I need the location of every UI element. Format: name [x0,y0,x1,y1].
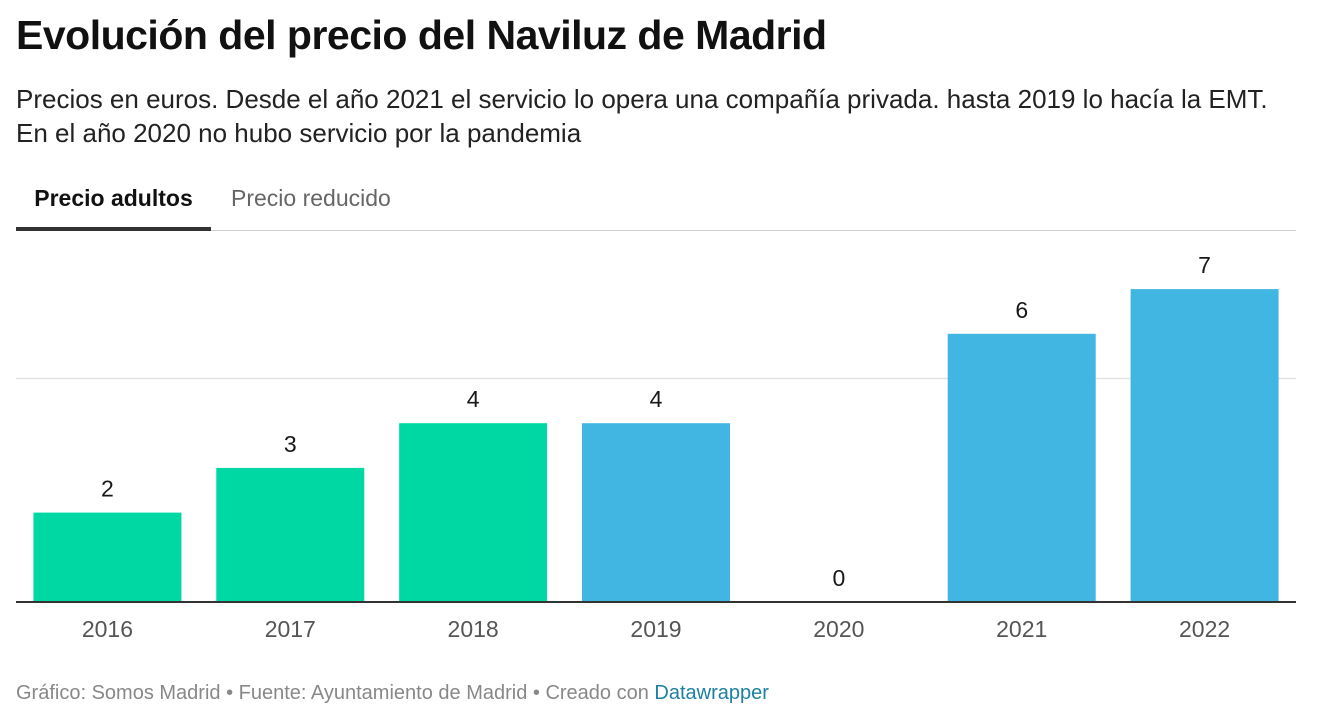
tab-precio-reducido[interactable]: Precio reducido [231,185,391,211]
bar-chart: 2 2016 3 2017 4 2018 4 2019 0 2020 6 2021 7 2022 [16,252,1296,642]
bar-2016[interactable] [33,512,182,602]
bar-2017[interactable] [216,467,365,602]
x-tick-2017: 2017 [265,616,316,642]
chart-subtitle: Precios en euros. Desde el año 2021 el s… [16,84,1268,148]
tab-bar: Precio adultos Precio reducido [16,180,1296,231]
data-label-2018: 4 [467,386,480,412]
x-tick-2018: 2018 [448,616,499,642]
data-label-2019: 4 [650,386,663,412]
tab-precio-adultos[interactable]: Precio adultos [16,180,211,231]
bar-2019[interactable] [582,423,730,602]
x-tick-2019: 2019 [630,616,681,642]
data-label-2022: 7 [1198,252,1211,278]
bar-2022[interactable] [1130,289,1279,602]
footer: Gráfico: Somos Madrid • Fuente: Ayuntami… [16,682,769,705]
bar-2018[interactable] [399,423,548,602]
x-tick-2021: 2021 [996,616,1047,642]
data-label-2021: 6 [1015,297,1028,323]
data-label-2016: 2 [101,476,114,502]
chart-title: Evolución del precio del Naviluz de Madr… [16,12,827,58]
x-tick-2016: 2016 [82,616,133,642]
footer-credit: Gráfico: Somos Madrid • Fuente: Ayuntami… [16,682,655,704]
bar-2021[interactable] [947,333,1096,602]
data-label-2020: 0 [832,565,845,591]
x-tick-2022: 2022 [1179,616,1230,642]
x-tick-2020: 2020 [813,616,864,642]
data-label-2017: 3 [284,431,297,457]
datawrapper-link[interactable]: Datawrapper [654,682,769,704]
